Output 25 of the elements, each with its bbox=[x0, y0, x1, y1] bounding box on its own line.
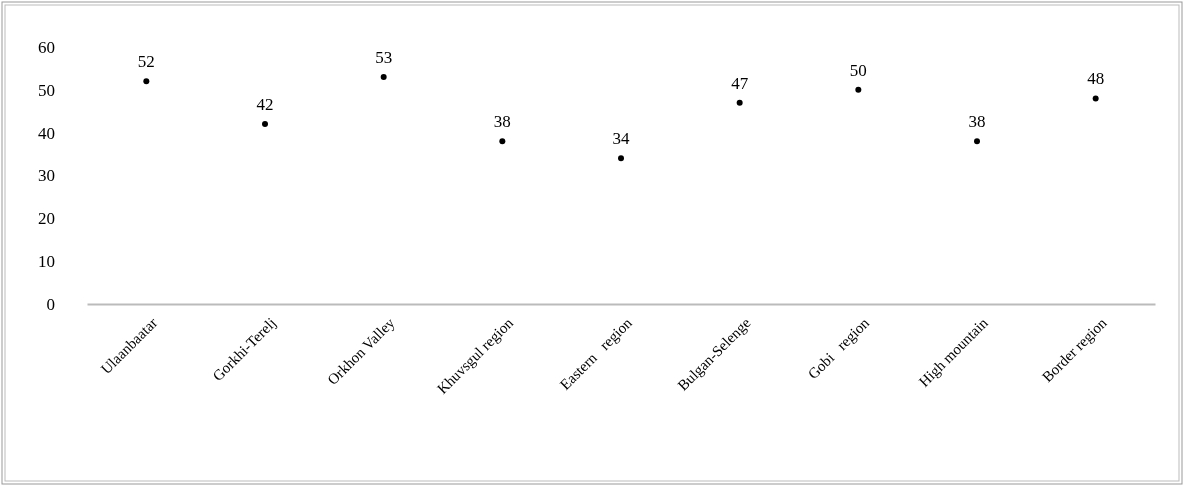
point bbox=[618, 155, 624, 162]
data-label: 34 bbox=[612, 129, 630, 149]
point bbox=[736, 99, 743, 106]
y-tick-label: 20 bbox=[38, 209, 55, 229]
point bbox=[974, 138, 980, 145]
data-label: 53 bbox=[375, 47, 393, 67]
y-tick-label: 60 bbox=[38, 37, 55, 57]
y-tick-label: 50 bbox=[38, 80, 55, 100]
point bbox=[143, 78, 150, 85]
point bbox=[499, 138, 506, 145]
point bbox=[262, 121, 268, 128]
point bbox=[855, 86, 862, 93]
data-label: 48 bbox=[1087, 69, 1105, 89]
data-label: 38 bbox=[968, 112, 986, 132]
y-tick-label: 30 bbox=[38, 166, 55, 186]
data-label: 52 bbox=[137, 52, 155, 72]
data-label: 38 bbox=[493, 112, 511, 132]
point bbox=[1092, 95, 1099, 102]
y-tick-label: 40 bbox=[38, 123, 55, 143]
data-label: 50 bbox=[849, 60, 867, 80]
data-label: 42 bbox=[256, 95, 274, 115]
data-label: 47 bbox=[731, 73, 749, 93]
y-tick-label: 10 bbox=[38, 252, 55, 272]
point bbox=[380, 73, 387, 80]
y-tick-label: 0 bbox=[46, 294, 55, 314]
